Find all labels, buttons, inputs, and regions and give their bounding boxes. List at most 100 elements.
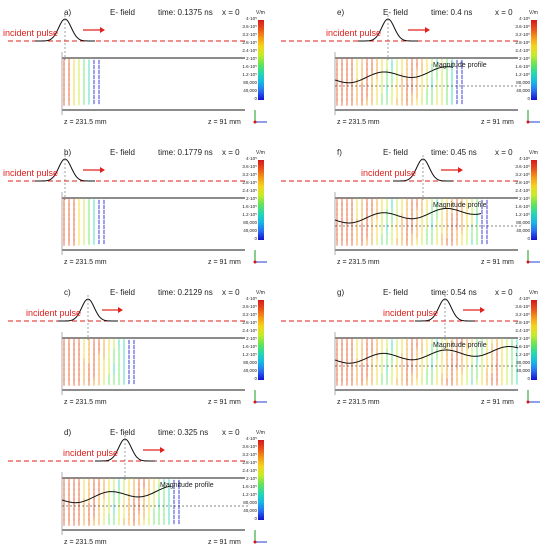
propagation-arrowhead	[425, 27, 430, 33]
time-label: time: 0.2129 ns	[158, 288, 213, 297]
scale-tick-label: 3.6·10⁵	[515, 164, 530, 169]
scale-tick-label: 1.2·10⁵	[515, 212, 530, 217]
scale-unit: V/m	[256, 290, 265, 296]
scale-tick-label: 40,000	[516, 368, 530, 373]
triad-origin	[526, 120, 530, 124]
panel-f: f) E- field time: 0.45 ns x = 0 incident pul…	[273, 140, 546, 275]
x-label: x = 0	[495, 288, 513, 297]
scale-tick-label: 2.4·10⁵	[515, 188, 530, 193]
scale-tick-label: 2.8·10⁵	[242, 460, 257, 465]
magnitude-profile-label: Magnitude profile	[433, 342, 487, 349]
z-right-label: z = 91 mm	[481, 399, 514, 406]
propagation-arrowhead	[160, 447, 165, 453]
scale-tick-label: 3.2·10⁵	[515, 312, 530, 317]
z-right-label: z = 91 mm	[481, 119, 514, 126]
z-right-label: z = 91 mm	[481, 259, 514, 266]
panel-a-plot	[8, 15, 267, 124]
scale-tick-label: 2.8·10⁵	[515, 320, 530, 325]
scale-tick-label: 4·10⁵	[246, 296, 257, 301]
panel-label: c)	[64, 288, 71, 297]
color-scale-bar	[531, 300, 537, 380]
panel-e-plot	[281, 15, 540, 124]
scale-tick-label: 1.2·10⁵	[242, 492, 257, 497]
time-label: time: 0.54 ns	[431, 288, 477, 297]
color-scale-bar	[258, 440, 264, 520]
incident-pulse-label: incident pulse	[383, 308, 439, 318]
propagation-arrowhead	[100, 27, 105, 33]
panel-a: a) E- field time: 0.1375 ns x = 0 incident p…	[0, 0, 273, 135]
scale-tick-label: 0	[254, 236, 257, 241]
color-scale-bar	[531, 160, 537, 240]
scale-tick-label: 4·10⁵	[519, 156, 530, 161]
panel-e: e) E- field time: 0.4 ns x = 0 incident puls…	[273, 0, 546, 135]
scale-tick-label: 0	[254, 96, 257, 101]
scale-tick-label: 3.2·10⁵	[242, 32, 257, 37]
panel-label: a)	[64, 8, 72, 17]
propagation-arrowhead	[118, 307, 123, 313]
panel-label: b)	[64, 148, 72, 157]
propagation-arrowhead	[480, 307, 485, 313]
scale-unit: V/m	[256, 430, 265, 436]
scale-tick-label: 80,000	[516, 80, 530, 85]
z-left-label: z = 231.5 mm	[64, 259, 107, 266]
scale-tick-label: 3.6·10⁵	[242, 24, 257, 29]
scale-tick-label: 0	[254, 376, 257, 381]
z-right-label: z = 91 mm	[208, 399, 241, 406]
scale-tick-label: 4·10⁵	[519, 16, 530, 21]
field-label: E- field	[383, 148, 408, 157]
panel-b: b) E- field time: 0.1779 ns x = 0 incident p…	[0, 140, 273, 275]
field-label: E- field	[110, 8, 135, 17]
scale-tick-label: 40,000	[516, 228, 530, 233]
incident-pulse-label: incident pulse	[326, 28, 382, 38]
triad-origin	[253, 540, 257, 544]
z-left-label: z = 231.5 mm	[337, 119, 380, 126]
scale-tick-label: 4·10⁵	[246, 156, 257, 161]
scale-tick-label: 40,000	[243, 368, 257, 373]
time-label: time: 0.4 ns	[431, 8, 473, 17]
field-label: E- field	[110, 428, 135, 437]
triad-origin	[253, 260, 257, 264]
panel-g-plot	[281, 295, 540, 404]
incident-pulse-label: incident pulse	[361, 168, 417, 178]
scale-tick-label: 2·10⁵	[246, 56, 257, 61]
x-label: x = 0	[222, 148, 240, 157]
field-label: E- field	[110, 148, 135, 157]
triad-origin	[253, 120, 257, 124]
panel-label: e)	[337, 8, 345, 17]
z-left-label: z = 231.5 mm	[64, 119, 107, 126]
panel-d-plot	[8, 435, 267, 544]
time-label: time: 0.1779 ns	[158, 148, 213, 157]
magnitude-profile-curve	[334, 207, 482, 224]
scale-tick-label: 1.2·10⁵	[242, 352, 257, 357]
incident-pulse-label: incident pulse	[63, 448, 119, 458]
scale-tick-label: 1.2·10⁵	[515, 352, 530, 357]
scale-tick-label: 40,000	[243, 228, 257, 233]
incident-pulse-label: incident pulse	[3, 168, 59, 178]
magnitude-profile-curve	[334, 66, 454, 84]
magnitude-profile-label: Magnitude profile	[433, 62, 487, 69]
scale-tick-label: 80,000	[516, 360, 530, 365]
scale-tick-label: 40,000	[243, 508, 257, 513]
x-label: x = 0	[222, 288, 240, 297]
scale-tick-label: 1.6·10⁵	[242, 344, 257, 349]
scale-tick-label: 2·10⁵	[246, 336, 257, 341]
scale-tick-label: 1.2·10⁵	[515, 72, 530, 77]
z-left-label: z = 231.5 mm	[337, 259, 380, 266]
scale-tick-label: 2·10⁵	[519, 56, 530, 61]
panel-b-plot	[8, 155, 267, 264]
scale-tick-label: 1.2·10⁵	[242, 72, 257, 77]
panel-f-plot	[281, 155, 540, 264]
scale-tick-label: 3.6·10⁵	[515, 24, 530, 29]
z-right-label: z = 91 mm	[208, 119, 241, 126]
scale-tick-label: 0	[527, 96, 530, 101]
scale-tick-label: 1.6·10⁵	[515, 64, 530, 69]
scale-tick-label: 2.8·10⁵	[515, 40, 530, 45]
color-scale-bar	[531, 20, 537, 100]
panel-label: f)	[337, 148, 342, 157]
incident-pulse-label: incident pulse	[26, 308, 82, 318]
z-left-label: z = 231.5 mm	[64, 399, 107, 406]
panel-c-plot	[8, 295, 267, 404]
scale-tick-label: 3.6·10⁵	[242, 304, 257, 309]
scale-tick-label: 3.6·10⁵	[242, 164, 257, 169]
scale-tick-label: 3.2·10⁵	[242, 172, 257, 177]
